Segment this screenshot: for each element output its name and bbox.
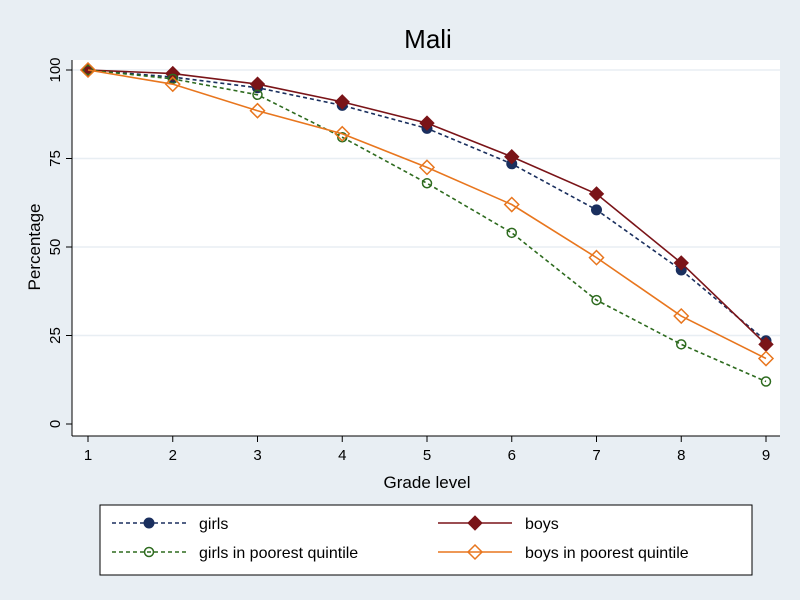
data-point bbox=[760, 376, 772, 387]
x-tick-label: 5 bbox=[423, 447, 431, 464]
legend-marker bbox=[143, 546, 155, 558]
legend-label: boys bbox=[525, 516, 559, 533]
legend-marker bbox=[143, 517, 155, 529]
legend: girls boys girls in poorest quintile boys i… bbox=[99, 504, 753, 576]
x-tick-label: 8 bbox=[677, 447, 685, 464]
y-tick-label: 100 bbox=[47, 57, 64, 82]
legend-item: boys bbox=[438, 515, 559, 533]
x-tick-label: 4 bbox=[338, 447, 346, 464]
x-tick-label: 6 bbox=[508, 447, 516, 464]
chart-title: Mali bbox=[404, 24, 452, 54]
legend-marker bbox=[466, 543, 484, 561]
data-point bbox=[673, 255, 689, 271]
data-point bbox=[249, 76, 266, 92]
series-line bbox=[87, 69, 767, 383]
series-line bbox=[87, 69, 767, 360]
data-point bbox=[588, 249, 605, 266]
data-point bbox=[79, 61, 97, 79]
data-point bbox=[252, 89, 263, 101]
data-point bbox=[673, 307, 690, 325]
y-tick-label: 75 bbox=[47, 150, 64, 167]
data-point bbox=[591, 204, 602, 216]
legend-label: boys in poorest quintile bbox=[525, 545, 689, 562]
series-layer bbox=[79, 61, 775, 387]
data-point bbox=[334, 125, 351, 142]
legend-item: boys in poorest quintile bbox=[438, 543, 689, 562]
legend-box bbox=[99, 504, 753, 576]
data-point bbox=[419, 115, 435, 131]
series-2 bbox=[80, 62, 774, 353]
y-tick-label: 50 bbox=[47, 239, 64, 256]
legend-item: girls bbox=[112, 516, 228, 533]
y-axis-title: Percentage bbox=[25, 204, 44, 291]
x-tick-label: 1 bbox=[84, 447, 92, 464]
y-tick-label: 0 bbox=[47, 420, 64, 428]
data-point bbox=[164, 76, 181, 93]
data-point bbox=[334, 94, 350, 110]
x-tick-label: 9 bbox=[762, 447, 770, 464]
series-4 bbox=[79, 61, 775, 367]
x-tick-label: 2 bbox=[169, 447, 177, 464]
data-point bbox=[588, 186, 605, 202]
x-tick-label: 3 bbox=[253, 447, 261, 464]
y-tick-label: 25 bbox=[47, 327, 64, 344]
data-point bbox=[421, 178, 433, 189]
data-point bbox=[676, 339, 687, 350]
data-point bbox=[506, 227, 517, 239]
x-axis-title: Grade level bbox=[384, 473, 471, 492]
legend-label: girls bbox=[199, 516, 228, 533]
x-tick-label: 7 bbox=[592, 447, 600, 464]
data-point bbox=[249, 102, 266, 119]
data-point bbox=[591, 294, 602, 306]
data-point bbox=[503, 196, 520, 213]
axes: 0 25 50 75 100 1 2 3 4 5 6 7 8 9 bbox=[47, 57, 780, 464]
legend-marker bbox=[467, 515, 483, 531]
data-point bbox=[504, 149, 520, 165]
data-point bbox=[418, 159, 436, 176]
legend-item: girls in poorest quintile bbox=[112, 545, 358, 562]
data-point bbox=[757, 350, 775, 367]
legend-label: girls in poorest quintile bbox=[199, 545, 358, 562]
